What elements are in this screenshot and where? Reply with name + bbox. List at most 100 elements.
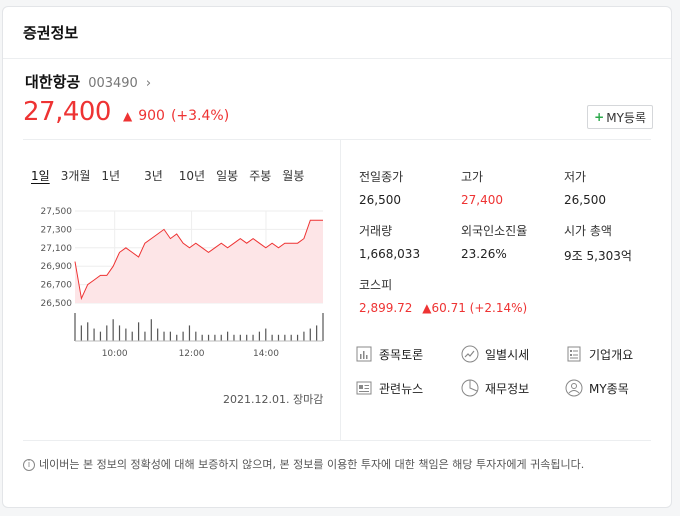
chart-y-ticks: 27,500 27,300 27,100 26,900 26,700 26,500 <box>41 207 73 309</box>
volume-bar <box>207 334 210 341</box>
stat-volume: 거래량 1,668,033 <box>359 222 420 261</box>
chart-bars-icon <box>356 346 372 362</box>
stock-name-row[interactable]: 대한항공 003490 › <box>25 71 151 92</box>
volume-bar <box>296 334 299 341</box>
divider <box>23 440 651 441</box>
card-header: 증권정보 <box>3 7 671 59</box>
y-tick-label: 26,700 <box>41 281 73 291</box>
stock-name[interactable]: 대한항공 <box>25 73 81 91</box>
volume-bar <box>258 331 261 341</box>
chart-price-line <box>74 219 323 301</box>
stat-high: 고가 27,400 <box>461 168 503 207</box>
volume-bar <box>188 325 191 341</box>
volume-bar <box>169 331 171 341</box>
chart-volume-bars <box>74 313 324 342</box>
volume-bar <box>271 334 273 341</box>
y-tick-label: 27,500 <box>41 207 73 217</box>
vertical-divider <box>340 140 341 440</box>
link-label: MY종목 <box>589 381 629 396</box>
stat-label: 고가 <box>461 170 484 184</box>
link-label: 일별시세 <box>485 347 530 362</box>
price-chart[interactable]: 27,500 27,300 27,100 26,900 26,700 26,500 10:… <box>25 197 325 357</box>
divider <box>23 139 651 140</box>
tab-period-1d[interactable]: 1일 <box>31 169 50 183</box>
link-discussion[interactable]: 종목토론 <box>355 345 423 363</box>
volume-bar <box>93 328 95 341</box>
volume-bar <box>112 319 114 341</box>
volume-bar <box>131 331 133 341</box>
disclaimer-text: 네이버는 본 정보의 정확성에 대해 보증하지 않으며, 본 정보를 이용한 투… <box>39 458 585 471</box>
tab-period-3y[interactable]: 3년 <box>144 169 163 183</box>
x-tick-label: 14:00 <box>253 349 279 357</box>
volume-bar <box>157 328 159 341</box>
volume-bar <box>106 325 108 341</box>
tab-period-monthly[interactable]: 월봉 <box>282 169 305 183</box>
tab-period-10y[interactable]: 10년 <box>178 169 206 183</box>
newspaper-icon <box>356 381 372 395</box>
link-daily-price[interactable]: 일별시세 <box>461 345 529 363</box>
volume-bar <box>290 334 292 341</box>
volume-bar <box>99 331 102 341</box>
volume-bar <box>309 328 311 341</box>
volume-bar <box>303 331 305 341</box>
user-circle-icon <box>565 379 583 397</box>
link-my-stocks[interactable]: MY종목 <box>565 379 629 397</box>
stat-label: 시가 총액 <box>564 224 612 238</box>
stat-value: 26,500 <box>359 193 401 207</box>
link-related-news[interactable]: 관련뉴스 <box>355 379 423 397</box>
volume-bar <box>277 334 280 341</box>
chevron-right-icon[interactable]: › <box>145 76 152 91</box>
plus-icon: + <box>594 110 605 124</box>
link-company-overview[interactable]: 기업개요 <box>565 345 633 363</box>
y-tick-label: 26,900 <box>41 262 73 272</box>
tab-period-daily[interactable]: 일봉 <box>216 169 239 183</box>
volume-bar <box>74 313 76 341</box>
disclaimer: i 네이버는 본 정보의 정확성에 대해 보증하지 않으며, 본 정보를 이용한… <box>23 457 663 473</box>
link-label: 종목토론 <box>379 347 424 362</box>
link-label: 재무정보 <box>485 381 530 396</box>
kospi-label: 코스피 <box>359 278 393 292</box>
stat-label: 거래량 <box>359 224 393 238</box>
volume-bar <box>214 334 216 341</box>
tab-period-weekly[interactable]: 주봉 <box>249 169 272 183</box>
volume-bar <box>195 331 197 341</box>
stat-value: 9조 5,303억 <box>564 249 632 263</box>
stat-value: 27,400 <box>461 193 503 207</box>
stock-code[interactable]: 003490 <box>88 76 138 91</box>
info-icon: i <box>23 459 35 471</box>
stat-prev-close: 전일종가 26,500 <box>359 168 403 207</box>
link-label: 관련뉴스 <box>379 381 424 396</box>
volume-bar <box>150 319 152 341</box>
chart-area-fill <box>75 220 323 303</box>
card-title: 증권정보 <box>23 24 79 42</box>
my-register-button[interactable]: + MY등록 <box>587 105 653 129</box>
volume-bar <box>182 331 184 341</box>
document-list-icon <box>567 346 581 362</box>
volume-bar <box>322 313 324 341</box>
volume-bar <box>220 334 222 341</box>
chart-datetime: 2021.12.01. 장마감 <box>223 393 324 406</box>
trend-circle-icon <box>461 345 479 363</box>
stat-foreign-rate: 외국인소진율 23.26% <box>461 222 527 261</box>
volume-bar <box>118 325 121 341</box>
kospi-value: 2,899.72 <box>359 301 413 315</box>
tab-period-3m[interactable]: 3개월 <box>60 169 91 183</box>
volume-bar <box>246 334 248 341</box>
volume-bar <box>227 331 229 341</box>
volume-bar <box>144 331 146 341</box>
stock-info-card: 증권정보 대한항공 003490 › 27,400 ▲ 900 (+3.4%) … <box>2 6 672 508</box>
pie-chart-icon <box>461 379 479 397</box>
up-arrow-icon: ▲ <box>122 109 133 123</box>
volume-bar <box>284 334 286 341</box>
period-tabs: 1일 3개월 1년 3년 10년 일봉 주봉 월봉 <box>31 167 315 184</box>
kospi-arrow-icon: ▲ <box>422 301 432 315</box>
volume-bar <box>87 322 89 341</box>
volume-bar <box>265 328 267 341</box>
tab-period-1y[interactable]: 1년 <box>101 169 121 183</box>
x-tick-label: 12:00 <box>179 349 205 357</box>
volume-bar <box>316 325 318 341</box>
y-tick-label: 27,300 <box>41 225 73 235</box>
current-price: 27,400 <box>23 97 111 127</box>
link-financials[interactable]: 재무정보 <box>461 379 529 397</box>
stat-low: 저가 26,500 <box>564 168 606 207</box>
